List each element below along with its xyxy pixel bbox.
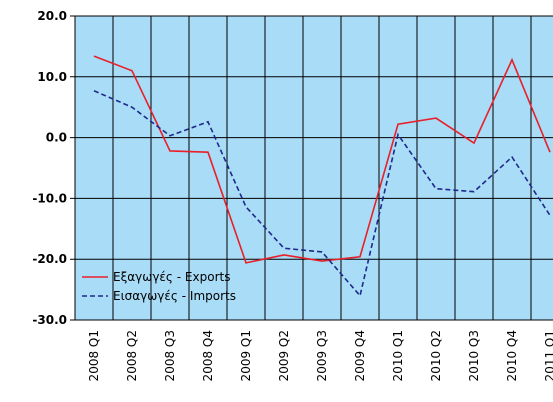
y-tick-label: -30.0 — [32, 313, 67, 327]
plot-area — [75, 16, 553, 320]
x-tick-label: 2008 Q2 — [125, 330, 139, 381]
x-tick-label: 2008 Q3 — [163, 330, 177, 381]
legend-label: Εξαγωγές - Exports — [113, 270, 230, 284]
y-tick-label: 0.0 — [46, 131, 67, 145]
legend-label: Εισαγωγές - Imports — [113, 289, 236, 303]
x-tick-label: 2008 Q4 — [201, 330, 215, 381]
x-tick-label: 2010 Q3 — [467, 330, 481, 381]
x-tick-label: 2009 Q2 — [277, 330, 291, 381]
x-tick-label: 2009 Q3 — [315, 330, 329, 381]
x-tick-label: 2010 Q1 — [391, 330, 405, 381]
x-tick-label: 2010 Q4 — [505, 330, 519, 381]
series-line — [93, 90, 551, 298]
y-tick-label: 20.0 — [37, 9, 67, 23]
x-tick-label: 2009 Q4 — [353, 330, 367, 381]
x-tick-label: 2010 Q2 — [429, 330, 443, 381]
x-tick-label: 2011 Q1 — [543, 330, 553, 381]
y-tick-label: 10.0 — [37, 70, 67, 84]
series-line — [93, 55, 551, 264]
y-tick-label: -20.0 — [32, 252, 67, 266]
y-tick-label: -10.0 — [32, 191, 67, 205]
x-tick-label: 2009 Q1 — [239, 330, 253, 381]
x-tick-label: 2008 Q1 — [87, 330, 101, 381]
